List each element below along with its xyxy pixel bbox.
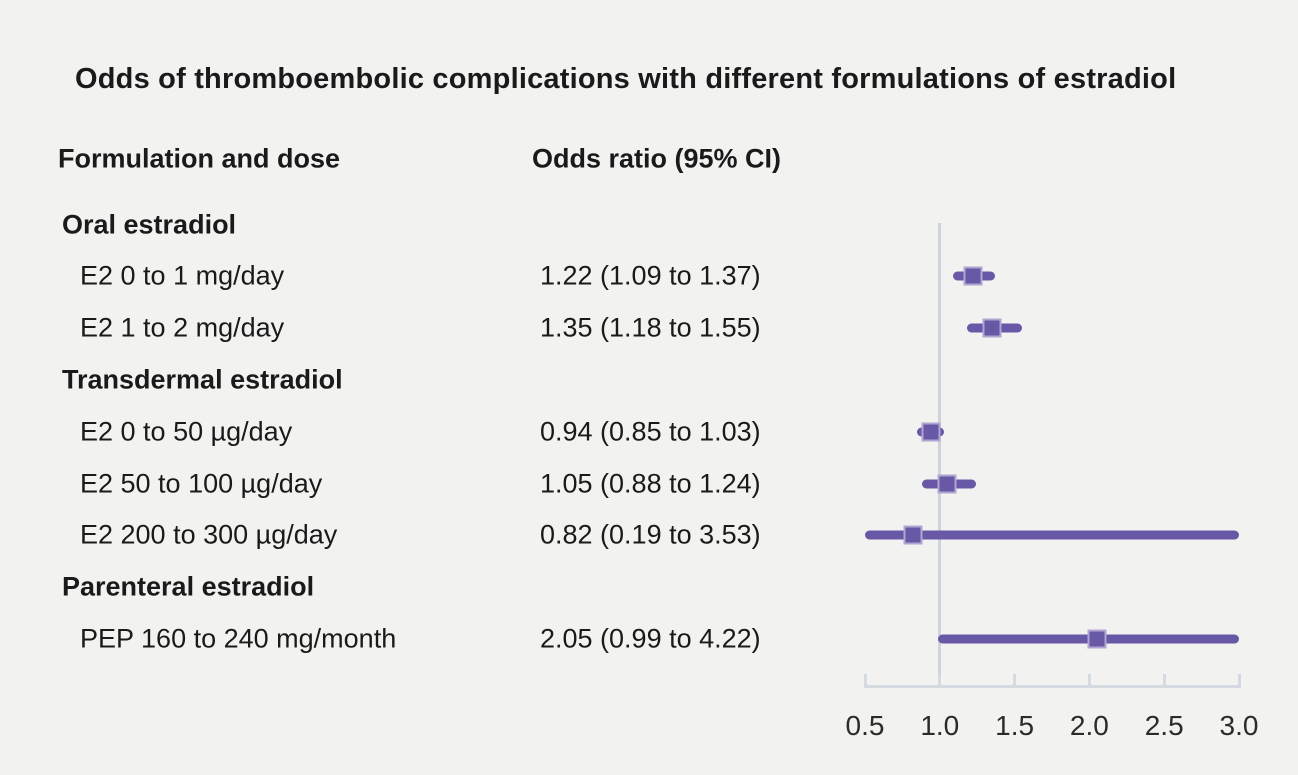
odds-ratio-value: 2.05 (0.99 to 4.22) [540, 623, 761, 654]
estimate-marker [921, 422, 941, 442]
x-axis-line [863, 685, 1241, 688]
chart-title: Odds of thromboembolic complications wit… [75, 63, 1177, 95]
odds-ratio-value: 0.94 (0.85 to 1.03) [540, 416, 761, 447]
x-axis-tick [863, 674, 867, 685]
odds-ratio-value: 0.82 (0.19 to 3.53) [540, 519, 761, 550]
x-axis-tick [938, 674, 942, 685]
x-axis-tick-label: 2.5 [1144, 710, 1184, 741]
estimate-marker [1087, 629, 1107, 649]
x-axis-tick [1013, 674, 1017, 685]
section-label: Parenteral estradiol [62, 571, 315, 602]
estimate-marker [963, 266, 983, 286]
x-axis-tick-label: 1.0 [920, 710, 960, 741]
row-label: E2 0 to 1 mg/day [80, 260, 285, 291]
row-label: E2 1 to 2 mg/day [80, 312, 285, 343]
row-label: E2 0 to 50 µg/day [80, 416, 293, 447]
section-label: Transdermal estradiol [62, 364, 343, 395]
x-axis-tick [1087, 674, 1091, 685]
estimate-marker [903, 525, 923, 545]
row-label: E2 200 to 300 µg/day [80, 519, 338, 550]
column-header-formulation: Formulation and dose [58, 143, 341, 174]
section-label: Oral estradiol [62, 209, 237, 239]
confidence-interval-line [865, 530, 1239, 540]
row-label: E2 50 to 100 µg/day [80, 468, 323, 498]
x-axis-tick [1237, 674, 1241, 685]
x-axis-tick-label: 3.0 [1219, 710, 1259, 741]
row-label: PEP 160 to 240 mg/month [80, 623, 397, 654]
odds-ratio-value: 1.22 (1.09 to 1.37) [540, 260, 761, 291]
x-axis-tick [1162, 674, 1166, 685]
estimate-marker [937, 474, 957, 493]
odds-ratio-value: 1.05 (0.88 to 1.24) [540, 468, 761, 498]
x-axis-tick-label: 0.5 [845, 710, 885, 741]
x-axis-tick-label: 2.0 [1069, 710, 1109, 741]
odds-ratio-value: 1.35 (1.18 to 1.55) [540, 312, 761, 343]
column-header-odds-ratio: Odds ratio (95% CI) [532, 143, 782, 174]
x-axis-tick-label: 1.5 [995, 710, 1035, 741]
reference-line [938, 223, 942, 687]
estimate-marker [982, 318, 1002, 338]
